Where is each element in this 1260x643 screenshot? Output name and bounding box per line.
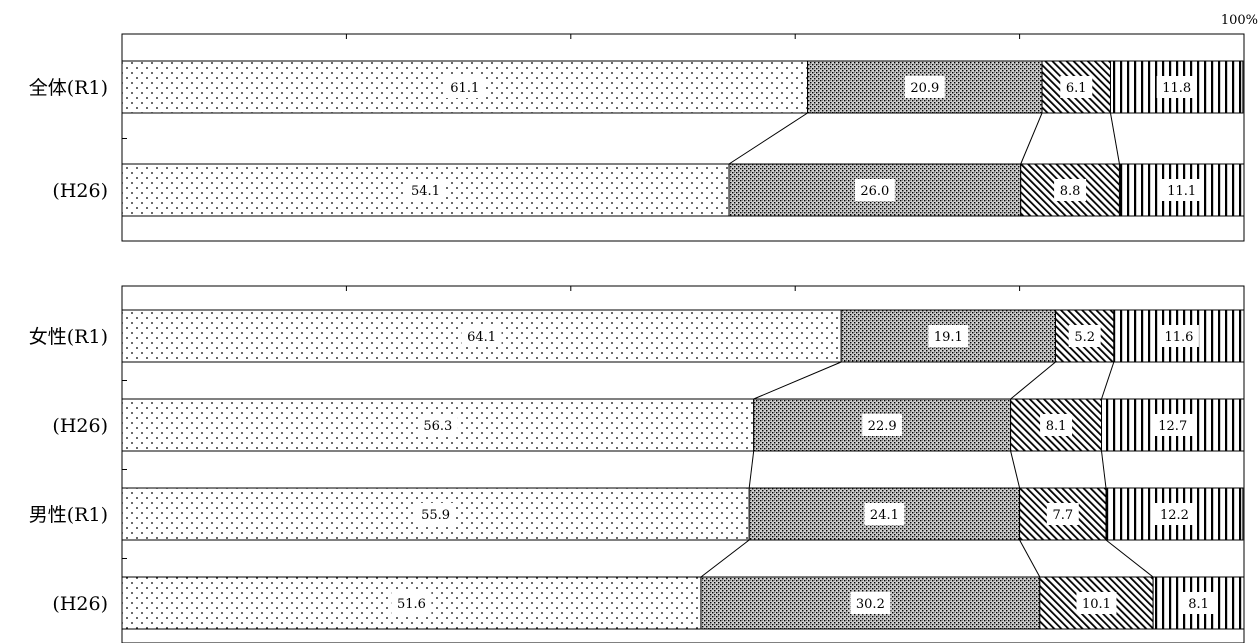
value-label-bg: [1152, 414, 1193, 436]
category-label: (H26): [52, 180, 108, 202]
value-label-bg: [405, 179, 446, 201]
value-label: 11.6: [1164, 330, 1193, 345]
category-label: 女性(R1): [29, 326, 108, 348]
value-label-bg: [415, 503, 456, 525]
value-label: 22.9: [868, 419, 897, 434]
axis-max-label: 100%: [1221, 13, 1258, 28]
value-label-bg: [1068, 325, 1101, 347]
category-label: (H26): [52, 415, 108, 437]
value-label: 56.3: [423, 419, 452, 434]
category-label: 男性(R1): [29, 504, 108, 526]
value-label: 30.2: [856, 597, 885, 612]
value-label: 64.1: [467, 330, 496, 345]
value-label: 61.1: [450, 81, 479, 96]
value-label: 11.8: [1162, 81, 1191, 96]
connector-line: [728, 112, 808, 165]
connector-line: [1105, 539, 1154, 578]
value-label: 24.1: [870, 508, 899, 523]
connector-line: [753, 361, 842, 400]
connector-line: [1010, 450, 1021, 489]
value-label: 20.9: [910, 81, 939, 96]
value-label-bg: [1158, 325, 1199, 347]
connector-line: [748, 450, 755, 489]
value-label-bg: [854, 179, 895, 201]
value-label-bg: [461, 325, 502, 347]
value-label: 6.1: [1066, 81, 1087, 96]
value-label-bg: [1046, 503, 1079, 525]
value-label: 55.9: [421, 508, 450, 523]
connector-line: [700, 539, 750, 578]
value-label: 51.6: [397, 597, 426, 612]
category-label: 全体(R1): [29, 77, 108, 99]
value-label: 11.1: [1167, 184, 1196, 199]
connector-line: [1101, 361, 1115, 400]
value-label-bg: [904, 76, 945, 98]
value-label: 7.7: [1052, 508, 1073, 523]
value-label-bg: [928, 325, 969, 347]
value-label-bg: [1060, 76, 1093, 98]
value-label: 8.1: [1046, 419, 1067, 434]
value-label-bg: [444, 76, 485, 98]
value-label-bg: [1040, 414, 1073, 436]
value-label: 26.0: [860, 184, 889, 199]
value-label: 5.2: [1074, 330, 1095, 345]
value-label-bg: [1161, 179, 1202, 201]
value-label-bg: [1054, 179, 1087, 201]
value-label-bg: [862, 414, 903, 436]
connector-line: [1109, 112, 1120, 165]
value-label-bg: [391, 592, 432, 614]
connector-line: [1019, 539, 1041, 578]
value-label-bg: [864, 503, 905, 525]
value-label: 8.8: [1060, 184, 1081, 199]
value-label-bg: [1076, 592, 1117, 614]
value-label-bg: [850, 592, 891, 614]
value-label: 8.1: [1188, 597, 1209, 612]
value-label: 12.7: [1158, 419, 1187, 434]
connector-line: [1010, 361, 1056, 400]
category-label: (H26): [52, 593, 108, 615]
value-label: 54.1: [411, 184, 440, 199]
value-label-bg: [417, 414, 458, 436]
value-label: 12.2: [1160, 508, 1189, 523]
connector-line: [1020, 112, 1043, 165]
value-label: 19.1: [934, 330, 963, 345]
value-label: 10.1: [1082, 597, 1111, 612]
connector-line: [1101, 450, 1107, 489]
value-label-bg: [1182, 592, 1215, 614]
value-label-bg: [1154, 503, 1195, 525]
value-label-bg: [1156, 76, 1197, 98]
